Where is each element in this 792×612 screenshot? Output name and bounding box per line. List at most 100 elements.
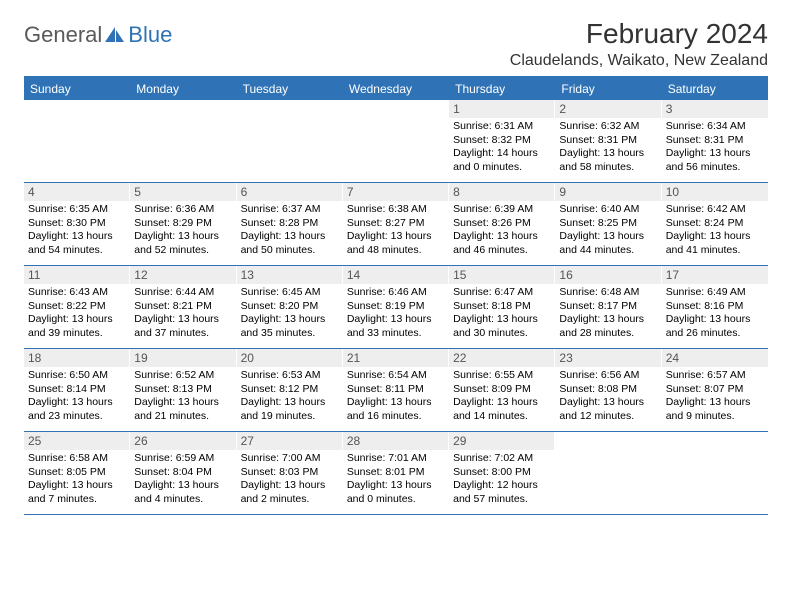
calendar-day [662,432,768,514]
calendar-day: 24Sunrise: 6:57 AMSunset: 8:07 PMDayligh… [662,349,768,431]
sunrise-text: Sunrise: 7:01 AM [347,452,445,466]
sunrise-text: Sunrise: 6:31 AM [453,120,551,134]
daylight-text: Daylight: 13 hours and 28 minutes. [559,313,657,340]
sunset-text: Sunset: 8:17 PM [559,300,657,314]
sunset-text: Sunset: 8:18 PM [453,300,551,314]
daylight-text: Daylight: 13 hours and 16 minutes. [347,396,445,423]
daylight-text: Daylight: 13 hours and 48 minutes. [347,230,445,257]
sunset-text: Sunset: 8:31 PM [666,134,764,148]
day-number: 19 [130,349,236,367]
calendar-day: 17Sunrise: 6:49 AMSunset: 8:16 PMDayligh… [662,266,768,348]
day-details: Sunrise: 6:59 AMSunset: 8:04 PMDaylight:… [130,450,236,511]
day-number: 6 [237,183,343,201]
calendar-day: 26Sunrise: 6:59 AMSunset: 8:04 PMDayligh… [130,432,236,514]
calendar-day: 25Sunrise: 6:58 AMSunset: 8:05 PMDayligh… [24,432,130,514]
day-details: Sunrise: 6:50 AMSunset: 8:14 PMDaylight:… [24,367,130,428]
day-number: 5 [130,183,236,201]
daylight-text: Daylight: 13 hours and 33 minutes. [347,313,445,340]
daylight-text: Daylight: 13 hours and 58 minutes. [559,147,657,174]
day-number: 8 [449,183,555,201]
sunset-text: Sunset: 8:03 PM [241,466,339,480]
day-number: 16 [555,266,661,284]
calendar-day: 21Sunrise: 6:54 AMSunset: 8:11 PMDayligh… [343,349,449,431]
calendar-day: 20Sunrise: 6:53 AMSunset: 8:12 PMDayligh… [237,349,343,431]
weekday-header: Monday [130,78,236,100]
sunrise-text: Sunrise: 6:47 AM [453,286,551,300]
sunrise-text: Sunrise: 6:37 AM [241,203,339,217]
logo: General Blue [24,18,172,48]
day-details: Sunrise: 6:52 AMSunset: 8:13 PMDaylight:… [130,367,236,428]
sunset-text: Sunset: 8:27 PM [347,217,445,231]
sunset-text: Sunset: 8:12 PM [241,383,339,397]
day-number [662,432,768,450]
daylight-text: Daylight: 12 hours and 57 minutes. [453,479,551,506]
location: Claudelands, Waikato, New Zealand [510,52,768,70]
calendar: SundayMondayTuesdayWednesdayThursdayFrid… [24,76,768,515]
day-number: 27 [237,432,343,450]
day-details: Sunrise: 6:43 AMSunset: 8:22 PMDaylight:… [24,284,130,345]
sunrise-text: Sunrise: 6:36 AM [134,203,232,217]
calendar-day: 18Sunrise: 6:50 AMSunset: 8:14 PMDayligh… [24,349,130,431]
sunset-text: Sunset: 8:01 PM [347,466,445,480]
day-number: 10 [662,183,768,201]
sunrise-text: Sunrise: 6:38 AM [347,203,445,217]
sunrise-text: Sunrise: 6:49 AM [666,286,764,300]
day-details: Sunrise: 6:55 AMSunset: 8:09 PMDaylight:… [449,367,555,428]
sunrise-text: Sunrise: 6:45 AM [241,286,339,300]
sunset-text: Sunset: 8:21 PM [134,300,232,314]
daylight-text: Daylight: 13 hours and 44 minutes. [559,230,657,257]
daylight-text: Daylight: 13 hours and 14 minutes. [453,396,551,423]
day-number: 1 [449,100,555,118]
sunset-text: Sunset: 8:22 PM [28,300,126,314]
sunrise-text: Sunrise: 6:58 AM [28,452,126,466]
month-title: February 2024 [510,18,768,50]
daylight-text: Daylight: 13 hours and 12 minutes. [559,396,657,423]
sunrise-text: Sunrise: 6:59 AM [134,452,232,466]
sunrise-text: Sunrise: 6:35 AM [28,203,126,217]
day-number: 14 [343,266,449,284]
daylight-text: Daylight: 13 hours and 26 minutes. [666,313,764,340]
day-details: Sunrise: 6:47 AMSunset: 8:18 PMDaylight:… [449,284,555,345]
day-details: Sunrise: 6:56 AMSunset: 8:08 PMDaylight:… [555,367,661,428]
sunset-text: Sunset: 8:05 PM [28,466,126,480]
day-number [130,100,236,118]
day-details: Sunrise: 6:36 AMSunset: 8:29 PMDaylight:… [130,201,236,262]
daylight-text: Daylight: 13 hours and 9 minutes. [666,396,764,423]
daylight-text: Daylight: 13 hours and 19 minutes. [241,396,339,423]
day-number [237,100,343,118]
calendar-day: 16Sunrise: 6:48 AMSunset: 8:17 PMDayligh… [555,266,661,348]
sunset-text: Sunset: 8:13 PM [134,383,232,397]
day-details: Sunrise: 6:32 AMSunset: 8:31 PMDaylight:… [555,118,661,179]
daylight-text: Daylight: 13 hours and 37 minutes. [134,313,232,340]
daylight-text: Daylight: 13 hours and 46 minutes. [453,230,551,257]
day-number: 17 [662,266,768,284]
day-details: Sunrise: 7:00 AMSunset: 8:03 PMDaylight:… [237,450,343,511]
calendar-day [130,100,236,182]
page-header: General Blue February 2024 Claudelands, … [24,18,768,70]
sunset-text: Sunset: 8:28 PM [241,217,339,231]
weekday-header: Saturday [662,78,768,100]
logo-text-blue: Blue [128,22,172,48]
sunrise-text: Sunrise: 7:02 AM [453,452,551,466]
day-number: 15 [449,266,555,284]
calendar-week: 25Sunrise: 6:58 AMSunset: 8:05 PMDayligh… [24,432,768,515]
calendar-day: 22Sunrise: 6:55 AMSunset: 8:09 PMDayligh… [449,349,555,431]
day-details: Sunrise: 6:35 AMSunset: 8:30 PMDaylight:… [24,201,130,262]
sunset-text: Sunset: 8:07 PM [666,383,764,397]
sunrise-text: Sunrise: 6:44 AM [134,286,232,300]
calendar-week: 1Sunrise: 6:31 AMSunset: 8:32 PMDaylight… [24,100,768,183]
calendar-day: 23Sunrise: 6:56 AMSunset: 8:08 PMDayligh… [555,349,661,431]
day-number: 4 [24,183,130,201]
sunrise-text: Sunrise: 6:50 AM [28,369,126,383]
calendar-day: 1Sunrise: 6:31 AMSunset: 8:32 PMDaylight… [449,100,555,182]
daylight-text: Daylight: 13 hours and 30 minutes. [453,313,551,340]
sunset-text: Sunset: 8:08 PM [559,383,657,397]
day-number [555,432,661,450]
day-number: 29 [449,432,555,450]
sunset-text: Sunset: 8:00 PM [453,466,551,480]
calendar-day: 28Sunrise: 7:01 AMSunset: 8:01 PMDayligh… [343,432,449,514]
day-number: 20 [237,349,343,367]
calendar-week: 11Sunrise: 6:43 AMSunset: 8:22 PMDayligh… [24,266,768,349]
weekday-header: Tuesday [237,78,343,100]
calendar-day: 10Sunrise: 6:42 AMSunset: 8:24 PMDayligh… [662,183,768,265]
